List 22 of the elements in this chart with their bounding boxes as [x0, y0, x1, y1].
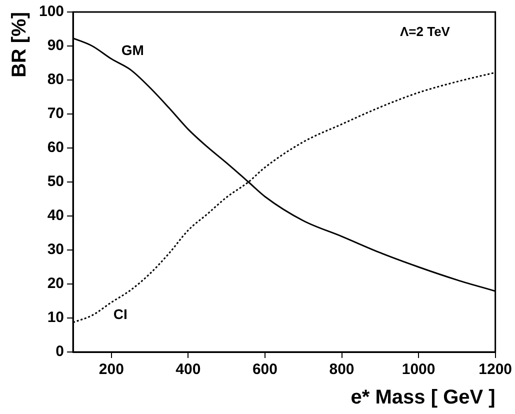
y-tick-label: 40: [47, 207, 64, 224]
y-tick-label: 70: [47, 105, 64, 122]
series-label: CI: [113, 306, 128, 322]
x-axis-title: e* Mass [ GeV ]: [350, 386, 496, 409]
x-tick-label: 1200: [478, 361, 512, 378]
x-tick-label: 400: [176, 361, 201, 378]
x-tick-label: 200: [98, 361, 124, 378]
y-tick-label: 20: [47, 275, 64, 292]
y-tick-label: 60: [47, 139, 64, 156]
y-tick-label: 0: [56, 343, 64, 360]
series-label: GM: [121, 42, 144, 58]
y-tick-label: 80: [47, 71, 64, 88]
y-tick-label: 10: [47, 309, 64, 326]
x-tick-label: 800: [329, 361, 354, 378]
y-tick-label: 90: [47, 37, 64, 54]
y-tick-label: 30: [47, 241, 64, 258]
x-tick-label: 1000: [402, 361, 436, 378]
y-tick-label: 100: [38, 3, 64, 20]
x-tick-label: 600: [252, 361, 278, 378]
y-axis-title: BR [%]: [8, 12, 31, 78]
y-tick-label: 50: [47, 173, 64, 190]
annotation: Λ=2 TeV: [400, 24, 450, 39]
